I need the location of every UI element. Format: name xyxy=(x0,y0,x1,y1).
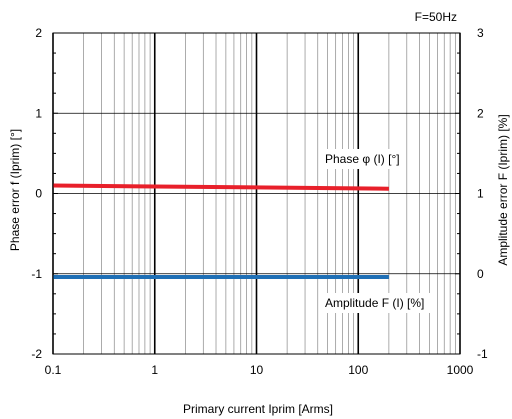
x-tick-label: 1 xyxy=(151,363,158,377)
amplitude-series-label: Amplitude F (I) [%] xyxy=(322,293,434,313)
amplitude-label-text: Amplitude F (I) [%] xyxy=(325,296,424,310)
y-axis-right-title: Amplitude error F (Iprim) [%] xyxy=(496,114,510,265)
y-right-tick-label: 1 xyxy=(477,187,484,201)
y-right-tick-label: 2 xyxy=(477,106,484,120)
phase-label-text: Phase φ (I) [°] xyxy=(325,152,400,166)
x-tick-label: 100 xyxy=(348,363,368,377)
phase-error-line xyxy=(52,183,389,191)
series-lines xyxy=(52,183,389,279)
amplitude-label-bg xyxy=(322,293,434,313)
phase-series-label: Phase φ (I) [°] xyxy=(322,149,402,169)
y-left-tick-label: 2 xyxy=(35,26,42,40)
x-tick-label: 10 xyxy=(250,363,264,377)
tick-marks xyxy=(53,32,460,355)
y-axis-left-title: Phase error f (Iprim) [°] xyxy=(8,129,22,251)
x-tick-label: 0.1 xyxy=(45,363,62,377)
y-left-tick-label: 0 xyxy=(35,187,42,201)
phase-label-bg xyxy=(322,149,402,169)
y-left-tick-label: -1 xyxy=(31,267,42,281)
x-axis-title: Primary current Iprim [Arms] xyxy=(183,402,333,416)
y-right-tick-label: 0 xyxy=(477,267,484,281)
y-left-tick-label: 1 xyxy=(35,106,42,120)
y-right-tick-label: -1 xyxy=(477,347,488,361)
y-left-tick-label: -2 xyxy=(31,347,42,361)
y-right-tick-label: 3 xyxy=(477,26,484,40)
frequency-annotation: F=50Hz xyxy=(415,10,457,24)
x-tick-label: 1000 xyxy=(447,363,474,377)
tick-labels: 0.1 1 10 100 1000 -2 -1 0 1 2 -1 0 1 2 3 xyxy=(31,26,488,377)
